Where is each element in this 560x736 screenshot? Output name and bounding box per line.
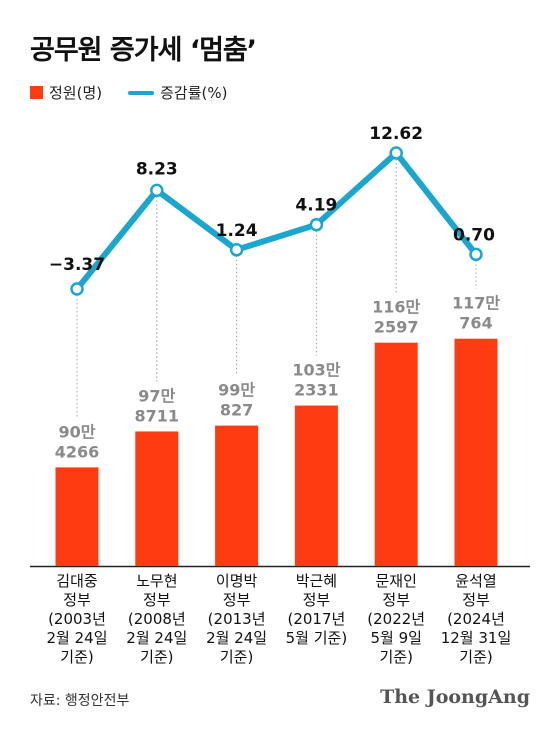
category-label: (2013년: [208, 610, 266, 628]
line-value-label: 12.62: [369, 124, 423, 144]
line-value-label: 4.19: [295, 196, 337, 216]
category-label: 정부: [462, 591, 490, 609]
category-label: 정부: [382, 591, 410, 609]
category-label: (2017년: [287, 610, 345, 628]
bar-value-label: 2331: [294, 381, 339, 400]
category-label: 12월 31일: [441, 629, 512, 647]
bar: [135, 431, 179, 566]
bar: [215, 425, 259, 566]
category-label: 5월 기준): [286, 629, 348, 647]
bar-value-label: 764: [459, 314, 492, 333]
bar-value-label: 90만: [59, 422, 96, 441]
legend-line-label: 증감률(%): [160, 84, 228, 102]
legend-bar-label: 정원(명): [49, 84, 103, 102]
line-point: [309, 217, 324, 232]
bar-value-label: 99만: [218, 381, 255, 400]
bar-value-label: 2597: [374, 318, 419, 337]
category-label: 기준): [220, 648, 253, 666]
category-label: 기준): [140, 648, 173, 666]
category-label: 정부: [63, 591, 91, 609]
legend: 정원(명) 증감률(%): [30, 82, 227, 103]
category-label: 기준): [379, 648, 412, 666]
category-label: 2월 24일: [206, 629, 267, 647]
bar: [454, 338, 498, 566]
line-series: [74, 150, 479, 292]
category-label: 기준): [459, 648, 492, 666]
line-point: [229, 243, 244, 257]
legend-line-swatch: [128, 90, 155, 95]
bar: [374, 342, 418, 566]
line-value-label: 0.70: [453, 225, 495, 245]
chart-title: 공무원 증가세 ‘멈춤’: [30, 35, 257, 66]
bar-value-label: 116만: [372, 298, 420, 317]
bar: [294, 405, 338, 566]
bar: [55, 467, 99, 566]
category-label: 김대중: [56, 572, 97, 590]
bar-value-label: 97만: [138, 386, 175, 405]
line-point: [150, 183, 164, 198]
category-label: 5월 9일: [370, 629, 421, 647]
category-label: 윤석열: [455, 572, 496, 590]
line-point: [389, 146, 403, 160]
line-value-label: −3.37: [49, 255, 105, 275]
bar-value-label: 117만: [452, 294, 500, 313]
category-label: 문재인: [375, 572, 416, 590]
category-label: 2월 24일: [126, 629, 187, 647]
category-label: 정부: [303, 591, 331, 609]
legend-bar-swatch: [30, 86, 43, 99]
category-label: (2022년: [367, 610, 425, 628]
category-label: (2003년: [48, 610, 106, 628]
category-label: 기준): [60, 648, 93, 666]
category-label: 정부: [143, 591, 171, 609]
source-note: 자료: 행정안전부: [30, 693, 130, 709]
category-label: 정부: [223, 591, 251, 609]
bar-value-label: 103만: [292, 361, 340, 380]
publisher-logo: The JoongAng: [380, 686, 530, 708]
line-value-label: 8.23: [136, 159, 178, 179]
category-label: (2008년: [128, 610, 186, 628]
bar-value-label: 8711: [135, 406, 180, 425]
line-point: [70, 282, 84, 296]
line-value-label: 1.24: [216, 221, 258, 241]
category-label: 이명박: [216, 572, 258, 590]
line-point: [469, 247, 483, 262]
bar-value-label: 4266: [55, 442, 100, 461]
category-label: 2월 24일: [47, 629, 108, 647]
category-label: 박근혜: [296, 572, 337, 590]
category-label: 노무현: [136, 572, 177, 590]
bar-value-label: 827: [220, 401, 253, 420]
category-label: (2024년: [447, 610, 505, 628]
